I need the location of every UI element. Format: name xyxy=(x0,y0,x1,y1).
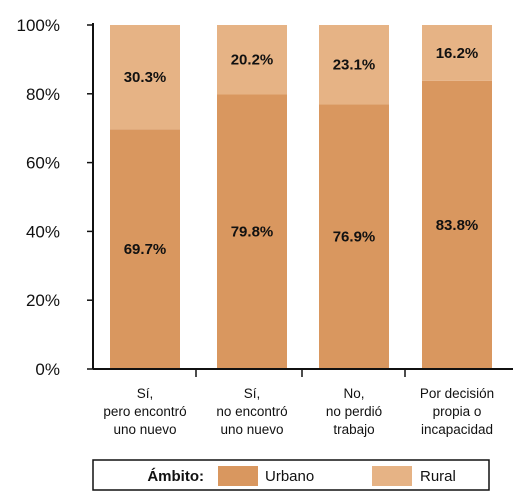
legend-swatch-rural xyxy=(372,466,412,486)
legend-swatch-urbano xyxy=(218,466,258,486)
x-category-label: Sí, no encontró uno nuevo xyxy=(216,386,287,437)
y-tick-label: 60% xyxy=(26,154,60,173)
y-tick-label: 40% xyxy=(26,222,60,241)
data-label-rural: 23.1% xyxy=(333,57,376,74)
x-category-label: No, no perdió trabajo xyxy=(326,386,382,437)
bar-rural xyxy=(217,25,287,95)
y-tick-label: 100% xyxy=(17,16,60,35)
bar-urbano xyxy=(319,104,389,370)
y-axis-ticks: 0% 20% 40% 60% 80% 100% xyxy=(17,16,93,379)
data-label-urbano: 83.8% xyxy=(436,217,479,234)
x-category-label: Sí, pero encontró uno nuevo xyxy=(103,386,186,437)
bar-urbano xyxy=(217,94,287,369)
bar-rural xyxy=(110,25,180,130)
y-tick-label: 20% xyxy=(26,291,60,310)
x-axis-category-labels: Sí, pero encontró uno nuevo Sí, no encontró u… xyxy=(103,386,494,437)
data-label-rural: 20.2% xyxy=(231,52,274,69)
bar-urbano xyxy=(110,129,180,369)
legend: Ámbito: Urbano Rural xyxy=(92,459,490,491)
data-label-urbano: 79.8% xyxy=(231,224,274,241)
bar-urbano xyxy=(422,80,492,369)
axes xyxy=(92,23,513,377)
data-label-urbano: 69.7% xyxy=(124,241,167,258)
data-label-rural: 16.2% xyxy=(436,45,479,62)
x-category-label: Por decisión propia o incapacidad xyxy=(420,386,494,437)
data-labels: 69.7% 30.3% 79.8% 20.2% 76.9% 23.1% 83.8% 16.2% xyxy=(124,45,479,258)
y-tick-label: 0% xyxy=(35,360,60,379)
legend-title: Ámbito: xyxy=(147,468,204,485)
data-label-urbano: 76.9% xyxy=(333,229,376,246)
bars xyxy=(110,25,492,370)
bar-rural xyxy=(422,25,492,81)
y-tick-label: 80% xyxy=(26,85,60,104)
legend-box xyxy=(92,459,490,491)
data-label-rural: 30.3% xyxy=(124,69,167,86)
legend-label-urbano: Urbano xyxy=(265,468,314,485)
legend-label-rural: Rural xyxy=(420,468,456,485)
bar-rural xyxy=(319,25,389,105)
